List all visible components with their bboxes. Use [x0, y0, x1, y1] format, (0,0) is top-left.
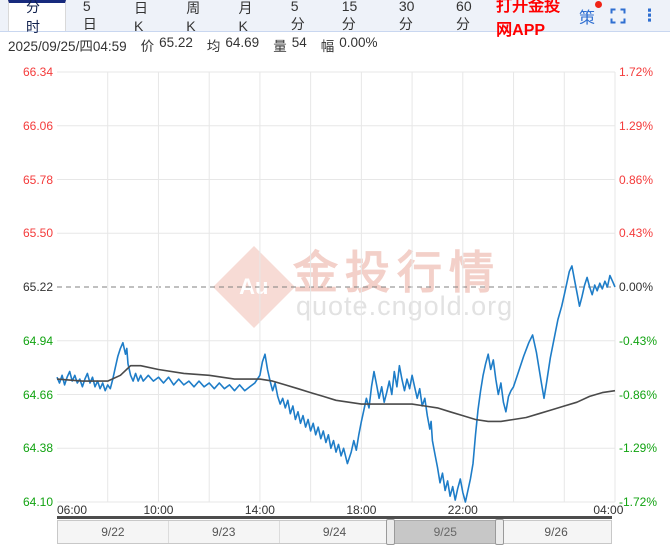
tab-2[interactable]: 日K [133, 0, 148, 34]
chart-plot-area[interactable] [57, 67, 615, 502]
fullscreen-icon[interactable] [610, 8, 626, 24]
nav-date-cell-4[interactable]: 9/26 [544, 525, 568, 539]
open-app-link[interactable]: 打开金投网APP [496, 0, 561, 39]
tab-4[interactable]: 月K [238, 0, 253, 34]
y-axis-left-label: 65.22 [22, 280, 53, 294]
tab-1[interactable]: 5日 [82, 0, 97, 32]
y-axis-right-label: -0.86% [619, 387, 658, 402]
tab-6[interactable]: 15分 [341, 0, 358, 32]
y-axis-left-label: 66.06 [22, 118, 53, 133]
x-axis-label: 04:00 [593, 503, 624, 517]
y-axis-left-label: 65.78 [22, 172, 53, 187]
y-axis-right-label: 0.00% [619, 280, 654, 294]
y-axis-right-label: 1.72% [619, 65, 654, 79]
y-axis-right-label: -0.43% [619, 333, 658, 348]
y-axis-right-label: 0.86% [619, 172, 654, 187]
navigator-right-handle[interactable] [495, 519, 505, 545]
quote-field-0: 价 65.22 [140, 35, 193, 54]
x-axis-label: 06:00 [57, 503, 88, 517]
strategy-label: 策 [578, 9, 595, 27]
y-axis-left-label: 65.50 [22, 226, 53, 241]
y-axis-right-label: 1.29% [619, 118, 654, 133]
navigator-selected-range[interactable] [389, 520, 501, 544]
navigator-top-border [57, 516, 612, 519]
nav-date-cell-0[interactable]: 9/22 [58, 521, 169, 543]
quote-datetime: 2025/09/25/四04:59 [8, 39, 127, 54]
y-axis-left-label: 64.38 [22, 441, 53, 456]
strategy-button[interactable]: 策 [578, 0, 602, 28]
y-axis-right-label: -1.72% [619, 495, 658, 509]
y-axis-left-label: 64.10 [22, 495, 53, 509]
nav-date-cell-2[interactable]: 9/24 [280, 521, 391, 543]
x-axis-label: 14:00 [244, 503, 275, 517]
tabbar-actions: 打开金投网APP 策 ⋮ [496, 0, 670, 39]
tab-3[interactable]: 周K [186, 0, 201, 34]
x-axis-label: 10:00 [143, 503, 174, 517]
more-menu-icon[interactable]: ⋮ [641, 6, 658, 25]
y-axis-left-label: 66.34 [22, 65, 53, 79]
y-axis-left-label: 64.94 [22, 333, 53, 348]
notification-dot [595, 0, 602, 8]
tab-0[interactable]: 分时 [8, 0, 66, 35]
navigator-left-handle[interactable] [385, 519, 395, 545]
quote-field-3: 幅 0.00% [320, 35, 378, 54]
quote-info-bar: 2025/09/25/四04:59 价 65.22 均 64.69 量 54 幅 0.00% [8, 33, 378, 57]
quote-field-2: 量 54 [273, 35, 307, 54]
x-axis-label: 22:00 [447, 503, 478, 517]
x-axis-label: 18:00 [346, 503, 377, 517]
tab-5[interactable]: 5分 [290, 0, 305, 32]
y-axis-left-label: 64.66 [22, 387, 53, 402]
y-axis-right-label: -1.29% [619, 441, 658, 456]
y-axis-right-label: 0.43% [619, 226, 654, 241]
quote-field-1: 均 64.69 [206, 35, 260, 54]
date-navigator: 9/22 9/23 9/24 9/25 9/26 [57, 520, 612, 544]
period-tab-bar: 分时 5日 日K 周K 月K 5分 15分 30分 60分 打开金投网APP 策 ⋮ [0, 0, 670, 39]
tab-8[interactable]: 60分 [456, 0, 472, 32]
tab-7[interactable]: 30分 [398, 0, 415, 32]
nav-date-cell-1[interactable]: 9/23 [169, 521, 280, 543]
